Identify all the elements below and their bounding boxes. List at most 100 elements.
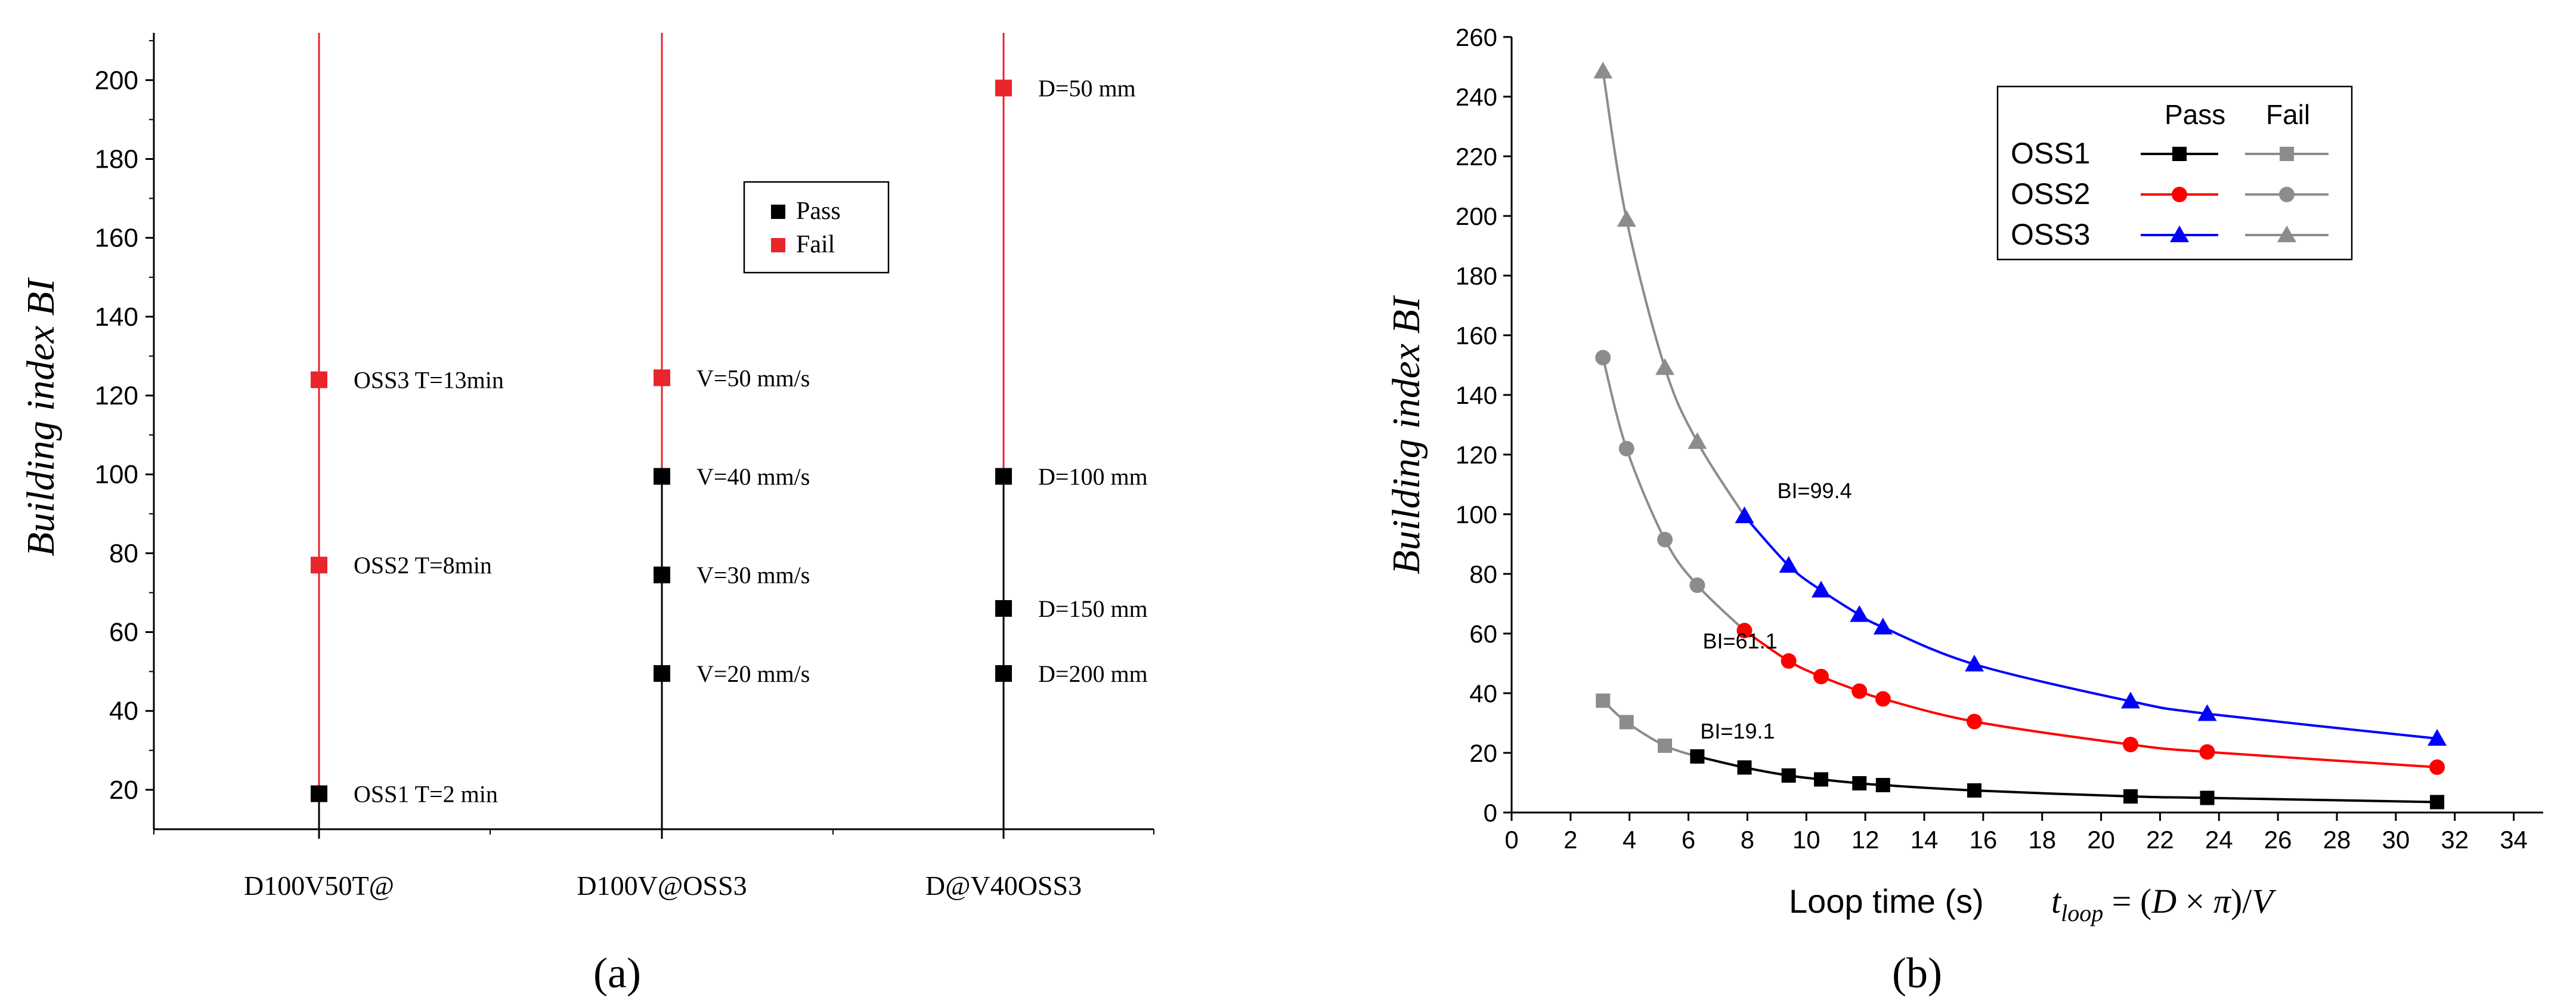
panel-a-point-label: D=100 mm xyxy=(1038,464,1148,490)
panel-b-y-tick-label: 220 xyxy=(1456,143,1497,171)
series-oss2-fail-line xyxy=(1602,357,1745,632)
series-oss3-annotation: BI=99.4 xyxy=(1777,478,1852,503)
series-oss1-fail-line xyxy=(1602,700,1698,758)
series-oss1-pass-line xyxy=(1696,755,2438,804)
panel-a-point-pass xyxy=(995,665,1012,682)
series-oss3-pass-point xyxy=(1812,580,1831,598)
panel-a-point-label: D=150 mm xyxy=(1038,595,1148,622)
series-oss1-pass-point xyxy=(2123,789,2138,804)
series-oss3 xyxy=(1593,61,2447,746)
series-oss1-pass-point xyxy=(2200,790,2215,805)
legend-fail-marker xyxy=(2280,147,2294,161)
panel-b-x-tick-label: 10 xyxy=(1792,826,1820,854)
series-oss3-pass-point xyxy=(1873,617,1893,635)
series-oss3-pass-point xyxy=(1735,506,1754,523)
panel-a: 20 40 60 80 100 120 140 160 180 200 D100V50T@ D100V… xyxy=(19,33,1154,997)
panel-b-legend: Pass Fail OSS1 OSS2 OSS3 xyxy=(1996,85,2353,261)
panel-b-y-tick-label: 60 xyxy=(1469,620,1497,648)
series-oss2-pass-point xyxy=(1875,691,1891,707)
panel-a-point-fail xyxy=(311,371,327,388)
panel-b-y-tick-label: 0 xyxy=(1484,799,1497,827)
series-oss1-pass-point xyxy=(2430,795,2445,810)
panel-a-point-label: V=20 mm/s xyxy=(696,660,810,687)
series-oss2-fail-point xyxy=(1595,350,1611,366)
panel-b-x-tick-label: 12 xyxy=(1852,826,1880,854)
panel-a-y-tick-label: 40 xyxy=(109,697,138,726)
panel-a-y-tick-label: 20 xyxy=(109,776,138,805)
panel-a-label: (a) xyxy=(593,949,641,997)
legend-fail-marker xyxy=(2279,187,2295,202)
panel-a-y-tick-label: 160 xyxy=(95,224,138,253)
panel-b-y-tick-label: 120 xyxy=(1456,441,1497,469)
panel-a-y-tick-label: 200 xyxy=(95,66,138,95)
series-oss1-pass-point xyxy=(1814,772,1828,787)
panel-b-x-tick-label: 22 xyxy=(2146,826,2174,854)
series-oss2-pass-point xyxy=(1852,683,1868,699)
series-oss1-fail-point xyxy=(1619,715,1634,730)
panel-a-y-tick-label: 80 xyxy=(109,539,138,568)
series-oss1-fail-point xyxy=(1658,739,1673,753)
panel-b-x-tick-label: 30 xyxy=(2382,826,2410,854)
legend-pass-marker xyxy=(2172,147,2187,161)
legend-fail-marker xyxy=(771,238,785,252)
panel-a-point-pass xyxy=(654,468,670,485)
panel-b-x-tick-label: 4 xyxy=(1623,826,1636,854)
panel-b-x-tick-label: 18 xyxy=(2028,826,2056,854)
panel-a-point-pass xyxy=(311,785,327,802)
legend-series-name: OSS2 xyxy=(2011,177,2090,211)
panel-a-point-label: V=50 mm/s xyxy=(696,365,810,391)
panel-a-x-tick-label: D100V@OSS3 xyxy=(577,870,747,901)
legend-series-name: OSS1 xyxy=(2011,137,2090,170)
panel-b-y-tick-label: 240 xyxy=(1456,83,1497,111)
panel-a-point-label: D=50 mm xyxy=(1038,75,1136,102)
panel-b-x-tick-label: 24 xyxy=(2205,826,2233,854)
panel-a-point-label: V=30 mm/s xyxy=(696,562,810,589)
series-oss3-pass-point xyxy=(2121,691,2140,709)
series-oss2-fail-point xyxy=(1657,532,1673,548)
panel-b-x-tick-label: 28 xyxy=(2323,826,2351,854)
series-oss2-pass-point xyxy=(1967,713,1983,730)
panel-a-point-fail xyxy=(311,557,327,574)
panel-a-point-fail xyxy=(995,79,1012,97)
legend-fail-marker xyxy=(2277,226,2296,242)
series-oss3-fail-point xyxy=(1688,432,1707,449)
series-oss3-pass-point xyxy=(1965,654,1984,672)
panel-a-point-pass xyxy=(995,468,1012,485)
series-oss1-pass-point xyxy=(1852,776,1867,790)
series-oss3-pass-point xyxy=(2197,704,2217,721)
series-oss2-pass-point xyxy=(2123,737,2138,752)
panel-b-x-tick-label: 2 xyxy=(1563,826,1577,854)
series-oss2-pass-line xyxy=(1744,629,2438,768)
legend-pass-marker xyxy=(2172,187,2187,202)
panel-a-point-pass xyxy=(654,566,670,583)
panel-b-x-tick-label: 16 xyxy=(1969,826,1997,854)
panel-b-x-tick-label: 26 xyxy=(2264,826,2292,854)
series-oss2-pass-point xyxy=(2199,744,2215,760)
panel-a-y-tick-label: 180 xyxy=(95,144,138,174)
series-oss2-pass-point xyxy=(1781,653,1797,669)
panel-a-y-axis-label: Building index BI xyxy=(19,277,63,557)
panel-b-legend-box xyxy=(1996,85,2353,261)
panel-a-y-tick-label: 140 xyxy=(95,302,138,332)
panel-a-point-label: OSS1 T=2 min xyxy=(354,781,498,808)
panel-a-point-label: V=40 mm/s xyxy=(696,464,810,490)
panel-b-y-tick-label: 260 xyxy=(1456,23,1497,51)
series-oss2-pass-point xyxy=(2429,759,2445,775)
series-oss3-pass-point xyxy=(2428,729,2447,746)
panel-a-legend-box xyxy=(743,181,890,274)
legend-series-name: OSS3 xyxy=(2011,218,2090,251)
panel-a-x-tick-label: D100V50T@ xyxy=(244,870,394,901)
legend-pass-marker xyxy=(2170,226,2189,242)
panel-a-point-label: OSS3 T=13min xyxy=(354,367,504,394)
series-oss2 xyxy=(1595,350,2445,775)
series-oss1-pass-point xyxy=(1875,778,1890,792)
legend-pass-marker xyxy=(771,205,785,219)
series-oss3-pass-line xyxy=(1743,515,2438,740)
panel-b-formula: tloop = (D × π)/V xyxy=(2051,882,2277,926)
series-oss1-pass-point xyxy=(1737,760,1752,775)
panel-a-y-tick-label: 120 xyxy=(95,381,138,410)
panel-a-point-label: OSS2 T=8min xyxy=(354,552,492,579)
panel-b-label: (b) xyxy=(1892,949,1942,997)
panel-b-x-tick-label: 32 xyxy=(2441,826,2469,854)
